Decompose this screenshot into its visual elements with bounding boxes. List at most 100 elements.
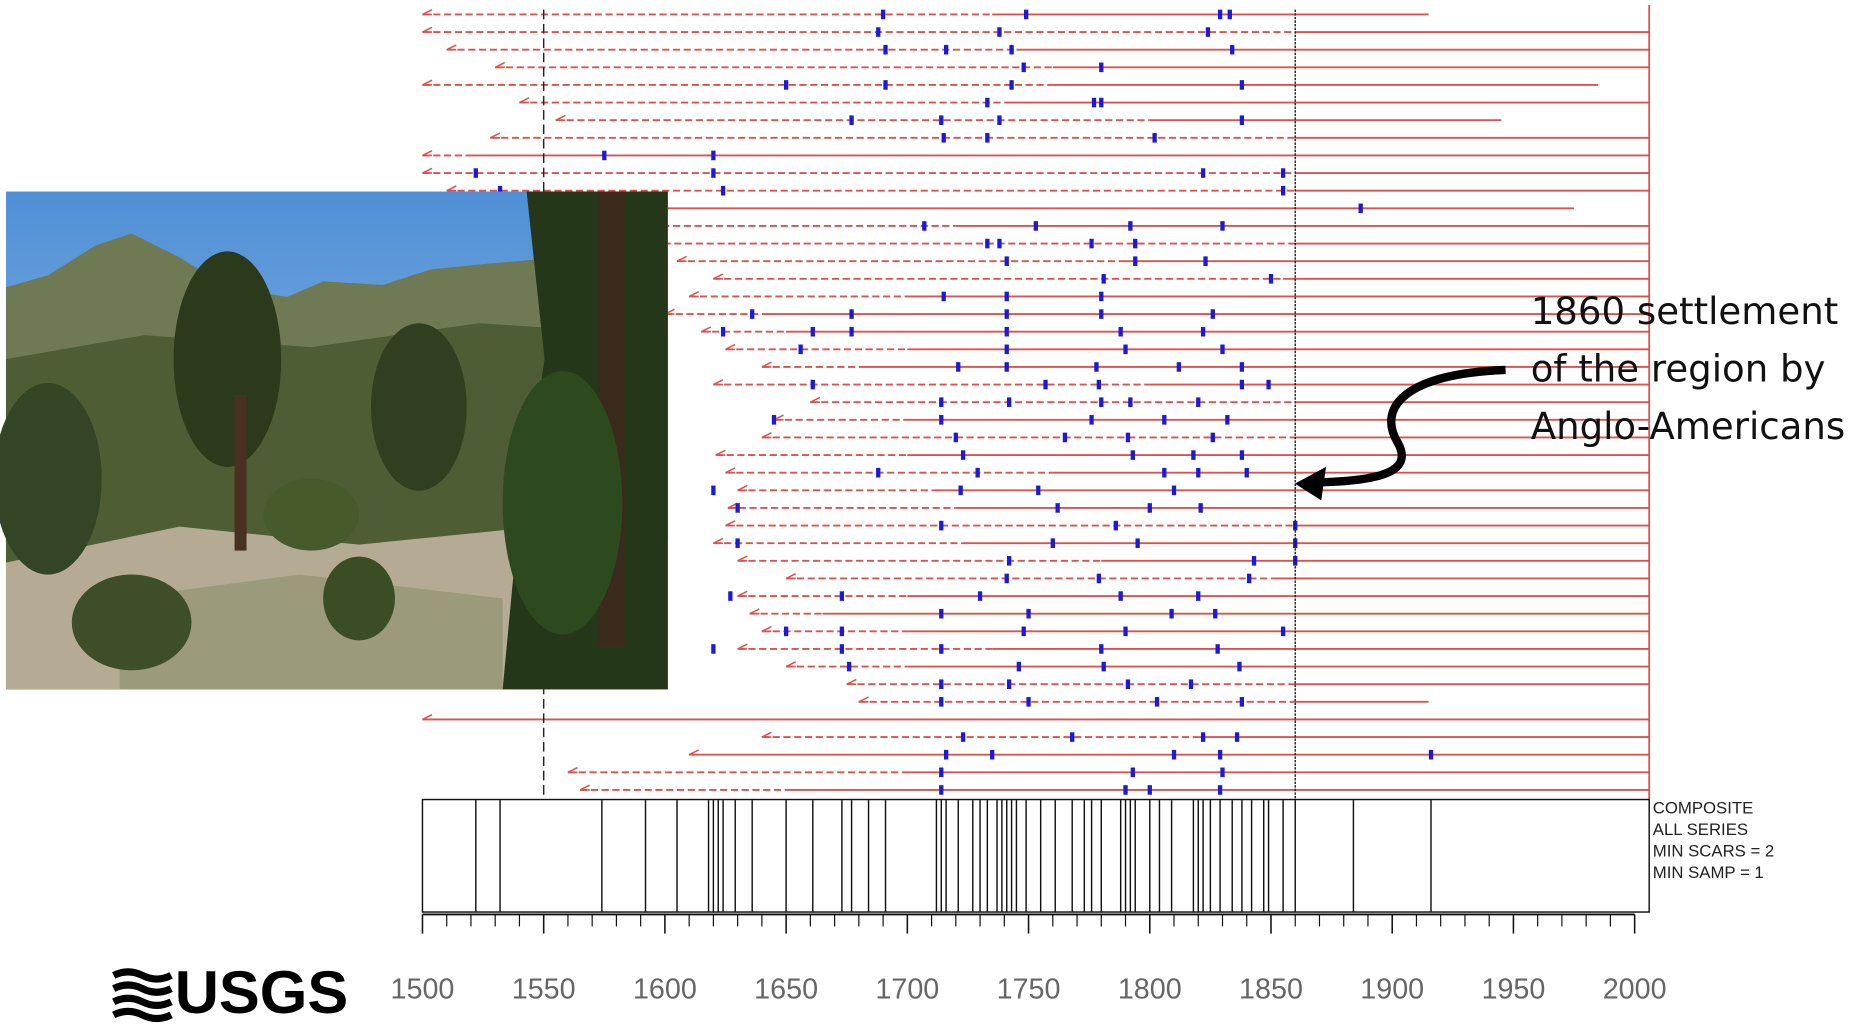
- inner-year: [677, 256, 687, 261]
- fire-scar: [997, 115, 1001, 125]
- inner-year: [713, 538, 723, 543]
- inner-year: [422, 10, 432, 15]
- inner-year: [786, 662, 796, 667]
- inner-year: [762, 362, 772, 367]
- fire-scar: [1036, 486, 1040, 496]
- fire-scar: [847, 662, 851, 672]
- inner-year: [422, 168, 432, 173]
- fire-scar: [840, 627, 844, 637]
- fire-scar: [1097, 574, 1101, 584]
- fire-scar: [1051, 538, 1055, 548]
- fire-scar: [1131, 450, 1135, 460]
- fire-scar: [1225, 415, 1229, 425]
- x-tick-label: 1950: [1481, 974, 1545, 1006]
- fire-scar: [735, 503, 739, 513]
- fire-scar: [1201, 732, 1205, 742]
- fire-scar: [1094, 362, 1098, 372]
- fire-scar: [849, 115, 853, 125]
- inner-year: [519, 98, 529, 103]
- fire-scar: [1026, 697, 1030, 707]
- fire-scar: [784, 80, 788, 90]
- fire-scar: [1155, 697, 1159, 707]
- composite-label: MIN SCARS = 2: [1653, 842, 1774, 861]
- inner-year: [689, 292, 699, 297]
- x-tick-label: 1800: [1118, 974, 1182, 1006]
- fire-scar: [1162, 415, 1166, 425]
- fire-scar: [1005, 256, 1009, 266]
- fire-scar: [954, 433, 958, 443]
- fire-scar: [939, 644, 943, 654]
- fire-scar: [1123, 785, 1127, 795]
- fire-scar: [1220, 768, 1224, 778]
- inner-year: [495, 63, 505, 68]
- fire-scar: [1196, 397, 1200, 407]
- fire-scar: [939, 768, 943, 778]
- inner-year: [422, 27, 432, 32]
- fire-scar: [711, 644, 715, 654]
- x-tick-label: 2000: [1603, 974, 1667, 1006]
- chart: COMPOSITEALL SERIESMIN SCARS = 2MIN SAMP…: [0, 0, 1867, 1027]
- x-tick-label: 1650: [754, 974, 818, 1006]
- fire-scar: [1135, 538, 1139, 548]
- logo-text: USGS: [175, 959, 349, 1026]
- fire-scar: [1099, 309, 1103, 319]
- fire-scar: [1126, 679, 1130, 689]
- fire-scar: [1240, 362, 1244, 372]
- fire-scar: [711, 168, 715, 178]
- x-tick-label: 1550: [512, 974, 576, 1006]
- fire-scar: [1201, 327, 1205, 337]
- fire-scar: [944, 750, 948, 760]
- fire-scar: [985, 98, 989, 108]
- fire-scar: [1022, 627, 1026, 637]
- fire-scar: [1133, 256, 1137, 266]
- fire-scar: [1123, 627, 1127, 637]
- fire-scar: [772, 415, 776, 425]
- fire-scar: [942, 133, 946, 143]
- fire-scar: [1220, 221, 1224, 231]
- fire-scar: [1119, 327, 1123, 337]
- fire-scar: [1240, 380, 1244, 390]
- inner-year: [689, 750, 699, 755]
- fire-scar: [1005, 574, 1009, 584]
- fire-scar: [939, 609, 943, 619]
- inner-year: [447, 45, 457, 50]
- annotation: 1860 settlement: [1531, 290, 1839, 333]
- fire-scar: [1089, 239, 1093, 249]
- fire-scar: [990, 750, 994, 760]
- fire-scar: [1281, 627, 1285, 637]
- fire-scar: [1097, 380, 1101, 390]
- composite-label: MIN SAMP = 1: [1653, 863, 1764, 882]
- inner-year: [556, 115, 566, 120]
- inner-year: [568, 768, 578, 773]
- fire-scar: [811, 380, 815, 390]
- fire-scar: [1235, 732, 1239, 742]
- photo: [0, 192, 668, 690]
- inner-year: [580, 785, 590, 790]
- fire-scar: [1245, 468, 1249, 478]
- fire-scar: [1191, 450, 1195, 460]
- inner-year: [762, 732, 772, 737]
- fire-scar: [1131, 768, 1135, 778]
- x-tick-label: 1900: [1360, 974, 1424, 1006]
- x-tick-label: 1850: [1239, 974, 1303, 1006]
- composite-label: ALL SERIES: [1653, 820, 1748, 839]
- fire-scar: [1269, 274, 1273, 284]
- fire-scar: [961, 732, 965, 742]
- fire-scar: [1266, 380, 1270, 390]
- fire-scar: [1201, 168, 1205, 178]
- fire-scar: [939, 697, 943, 707]
- fire-scar: [1007, 397, 1011, 407]
- fire-scar: [799, 345, 803, 355]
- inner-year: [847, 679, 857, 684]
- fire-scar: [1099, 292, 1103, 302]
- fire-scar: [1022, 63, 1026, 73]
- fire-scar: [711, 151, 715, 161]
- fire-scar: [944, 45, 948, 55]
- fire-scar: [939, 521, 943, 531]
- fire-scar: [1009, 80, 1013, 90]
- fire-scar: [1218, 10, 1222, 20]
- fire-scar: [1177, 362, 1181, 372]
- inner-year: [422, 715, 432, 720]
- fire-scar: [997, 27, 1001, 37]
- fire-scar: [922, 221, 926, 231]
